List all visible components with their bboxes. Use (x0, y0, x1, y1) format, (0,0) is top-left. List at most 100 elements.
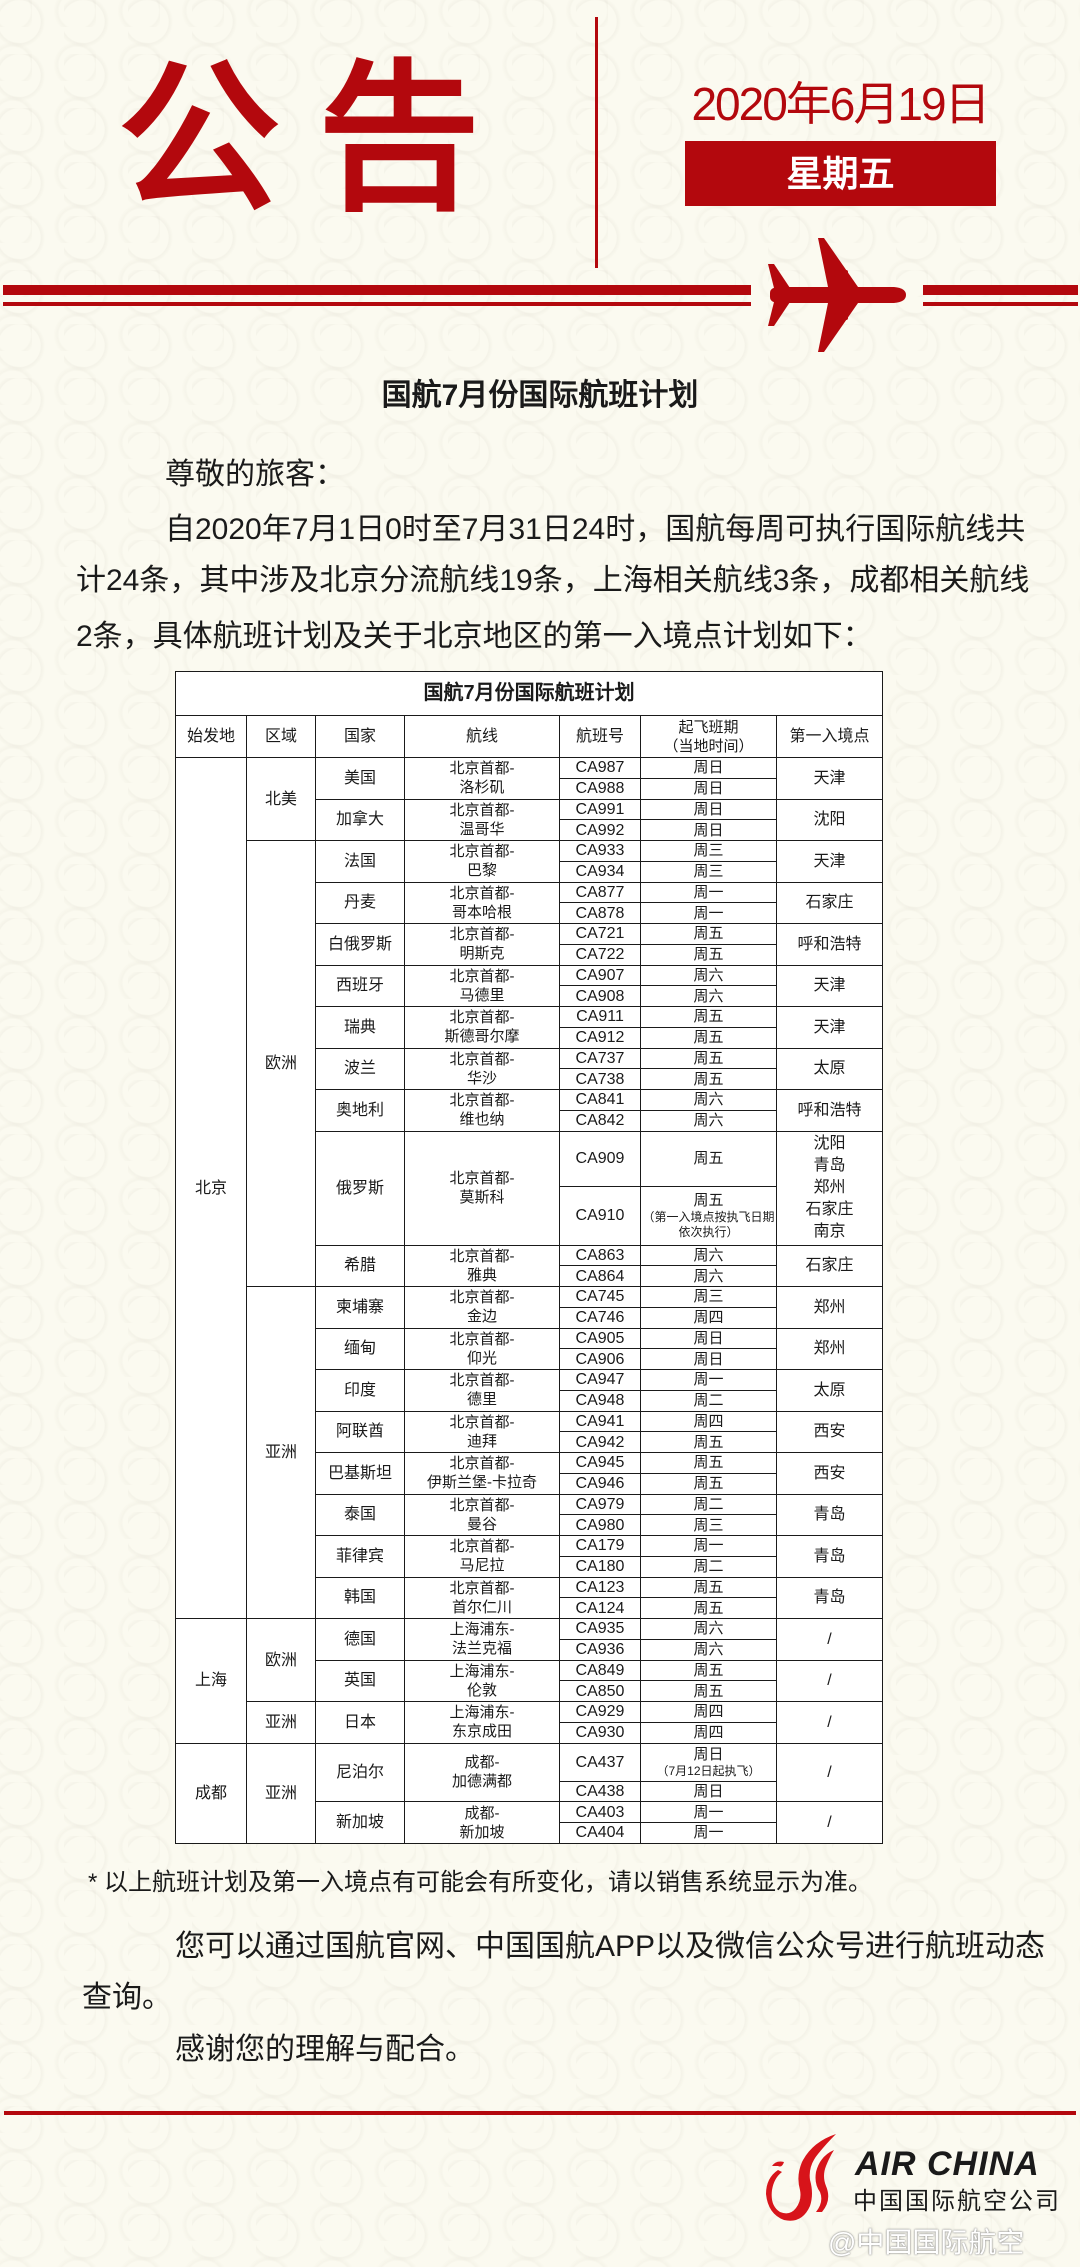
schedule-cell: 周六 (640, 1618, 777, 1640)
route-line: 莫斯科 (459, 1189, 505, 1206)
origin-name: 北京 (194, 1179, 227, 1197)
greeting: 尊敬的旅客： (165, 458, 345, 491)
table-row: 亚洲 柬埔寨 北京首都- 金边 CA745 周三 郑州 (176, 1286, 884, 1619)
schedule-cell: 周四 (640, 1410, 777, 1433)
flight-number: CA910 (575, 1207, 625, 1224)
schedule-day: 周六 (693, 1112, 724, 1130)
schedule-day: 周日 (693, 780, 724, 798)
country-cell: 法国 (315, 840, 405, 883)
intro-line: 自2020年7月1日0时至7月31日24时，国航每周可执行国际航线共 (165, 513, 1026, 546)
table-row: 巴基斯坦 北京首都- 伊斯兰堡-卡拉奇 CA945 周五 西安 (176, 1452, 884, 1495)
schedule-cell: 周六 (640, 964, 777, 987)
route-line: 洛杉矶 (459, 779, 505, 797)
entry-point: 石家庄 (805, 1201, 854, 1218)
schedule-day: 周一 (693, 1824, 724, 1842)
country-cell: 丹麦 (315, 881, 405, 924)
flight-number: CA179 (575, 1537, 625, 1555)
schedule-cell: 周五 (640, 1068, 777, 1090)
route-cell: 北京首都- 金边 (404, 1286, 560, 1329)
col-header-entry-point: 第一入境点 (775, 715, 884, 758)
table-row: CA934 周三 (176, 860, 883, 883)
flight-number-cell: CA849 (559, 1659, 641, 1682)
schedule-day: 周五 (693, 1661, 724, 1679)
schedule-cell: 周五 (640, 1047, 777, 1070)
flight-number: CA942 (575, 1433, 625, 1451)
schedule-day: 周二 (693, 1558, 724, 1576)
table-row: 北京 北美 美国 北京首都- 洛杉矶 CA987 周日 天津 (175, 757, 884, 1619)
flight-number: CA722 (575, 946, 625, 964)
route-line: 法兰克福 (451, 1640, 512, 1658)
flight-number: CA738 (575, 1070, 625, 1088)
schedule-day: 周五 (693, 1682, 724, 1700)
flight-number: CA988 (575, 780, 625, 798)
flight-number-cell: CA841 (559, 1089, 641, 1111)
table-row: 成都 亚洲 尼泊尔 成都- 加德满都 CA437 周日 （7月12日起执飞） / (175, 1742, 884, 1844)
table-row: 加拿大 北京首都- 温哥华 CA991 周日 沈阳 (176, 798, 884, 841)
flight-number-cell: CA908 (559, 985, 641, 1007)
region-name: 欧洲 (264, 1651, 297, 1669)
country-name: 奥地利 (335, 1101, 384, 1119)
schedule-day: 周三 (693, 863, 724, 881)
schedule-day: 周日 (693, 800, 724, 818)
table-row: 阿联酋 北京首都- 迪拜 CA941 周四 西安 (176, 1410, 884, 1453)
route-line: 北京首都- (449, 1455, 515, 1473)
entry-point-cell: 青岛 (775, 1535, 884, 1578)
schedule-day: 周六 (693, 987, 724, 1005)
closing-line: 您可以通过国航官网、中国国航APP以及微信公众号进行航班动态 (175, 1930, 1046, 1963)
flight-number-cell: CA123 (559, 1576, 641, 1599)
schedule-cell: 周二 (640, 1493, 777, 1516)
country-name: 阿联酋 (335, 1423, 384, 1441)
header-rule-thin-right (923, 302, 1078, 306)
country-cell: 尼泊尔 (315, 1742, 405, 1803)
flight-number: CA934 (575, 863, 625, 881)
schedule-cell: 周六 (640, 1265, 777, 1287)
route-cell: 北京首都- 首尔仁川 (404, 1576, 560, 1619)
flight-number: CA864 (575, 1267, 625, 1285)
schedule-cell: 周五 (640, 943, 777, 966)
region-name: 亚洲 (264, 1784, 297, 1802)
entry-point-cell: 郑州 (775, 1327, 884, 1370)
flight-number: CA905 (575, 1329, 625, 1347)
flight-number: CA124 (575, 1599, 625, 1617)
flight-number-cell: CA909 (559, 1130, 641, 1187)
route-cell: 北京首都- 哥本哈根 (404, 881, 560, 924)
route-line: 北京首都- (449, 1413, 515, 1431)
country-cell: 泰国 (315, 1493, 405, 1536)
table-row: 上海 欧洲 德国 上海浦东- 法兰克福 CA935 周六 / (175, 1618, 884, 1744)
country-name: 加拿大 (335, 811, 384, 829)
schedule-day: 周五 (693, 925, 724, 943)
entry-point: 沈阳 (813, 1135, 846, 1152)
region-name: 亚洲 (264, 1444, 297, 1461)
entry-point-cell: / (775, 1742, 884, 1803)
col-header-schedule: 起飞班期 （当地时间） (640, 715, 777, 758)
entry-point: 青岛 (813, 1506, 846, 1524)
schedule-day: 周一 (693, 1371, 724, 1389)
table-row: 希腊 北京首都- 雅典 CA863 周六 石家庄 (176, 1244, 884, 1287)
schedule-cell: 周五 (640, 1431, 777, 1453)
route-cell: 北京首都- 温哥华 (404, 798, 560, 841)
flight-number: CA737 (575, 1049, 625, 1067)
route-line: 维也纳 (459, 1111, 505, 1129)
table-row: 亚洲 日本 上海浦东- 东京成田 CA929 周四 / (176, 1701, 884, 1744)
flight-number-cell: CA911 (559, 1006, 641, 1028)
country-cell: 日本 (315, 1701, 405, 1744)
region-cell: 欧洲 (246, 840, 316, 1287)
entry-point: / (827, 1672, 832, 1690)
flight-number: CA877 (575, 883, 625, 901)
flight-number-cell: CA403 (559, 1801, 641, 1823)
entry-point: / (827, 1814, 832, 1831)
schedule-cell: 周一 (640, 1535, 777, 1557)
col-header-region: 区域 (246, 715, 316, 758)
table-row: CA438 周日 (176, 1780, 883, 1803)
schedule-cell: 周三 (640, 1514, 777, 1536)
entry-point-cell: 天津 (775, 757, 884, 800)
route-line: 仰光 (466, 1349, 497, 1367)
col-header-country: 国家 (315, 715, 405, 758)
weibo-watermark: @中国国际航空 (828, 2227, 1025, 2258)
entry-point-cell: 石家庄 (775, 1244, 884, 1287)
flight-number-cell: CA878 (559, 902, 641, 924)
flight-number-cell: CA979 (559, 1493, 641, 1516)
table-title: 国航7月份国际航班计划 (174, 671, 884, 716)
route-cell: 北京首都- 马尼拉 (404, 1535, 560, 1578)
route-line: 马尼拉 (459, 1557, 505, 1575)
